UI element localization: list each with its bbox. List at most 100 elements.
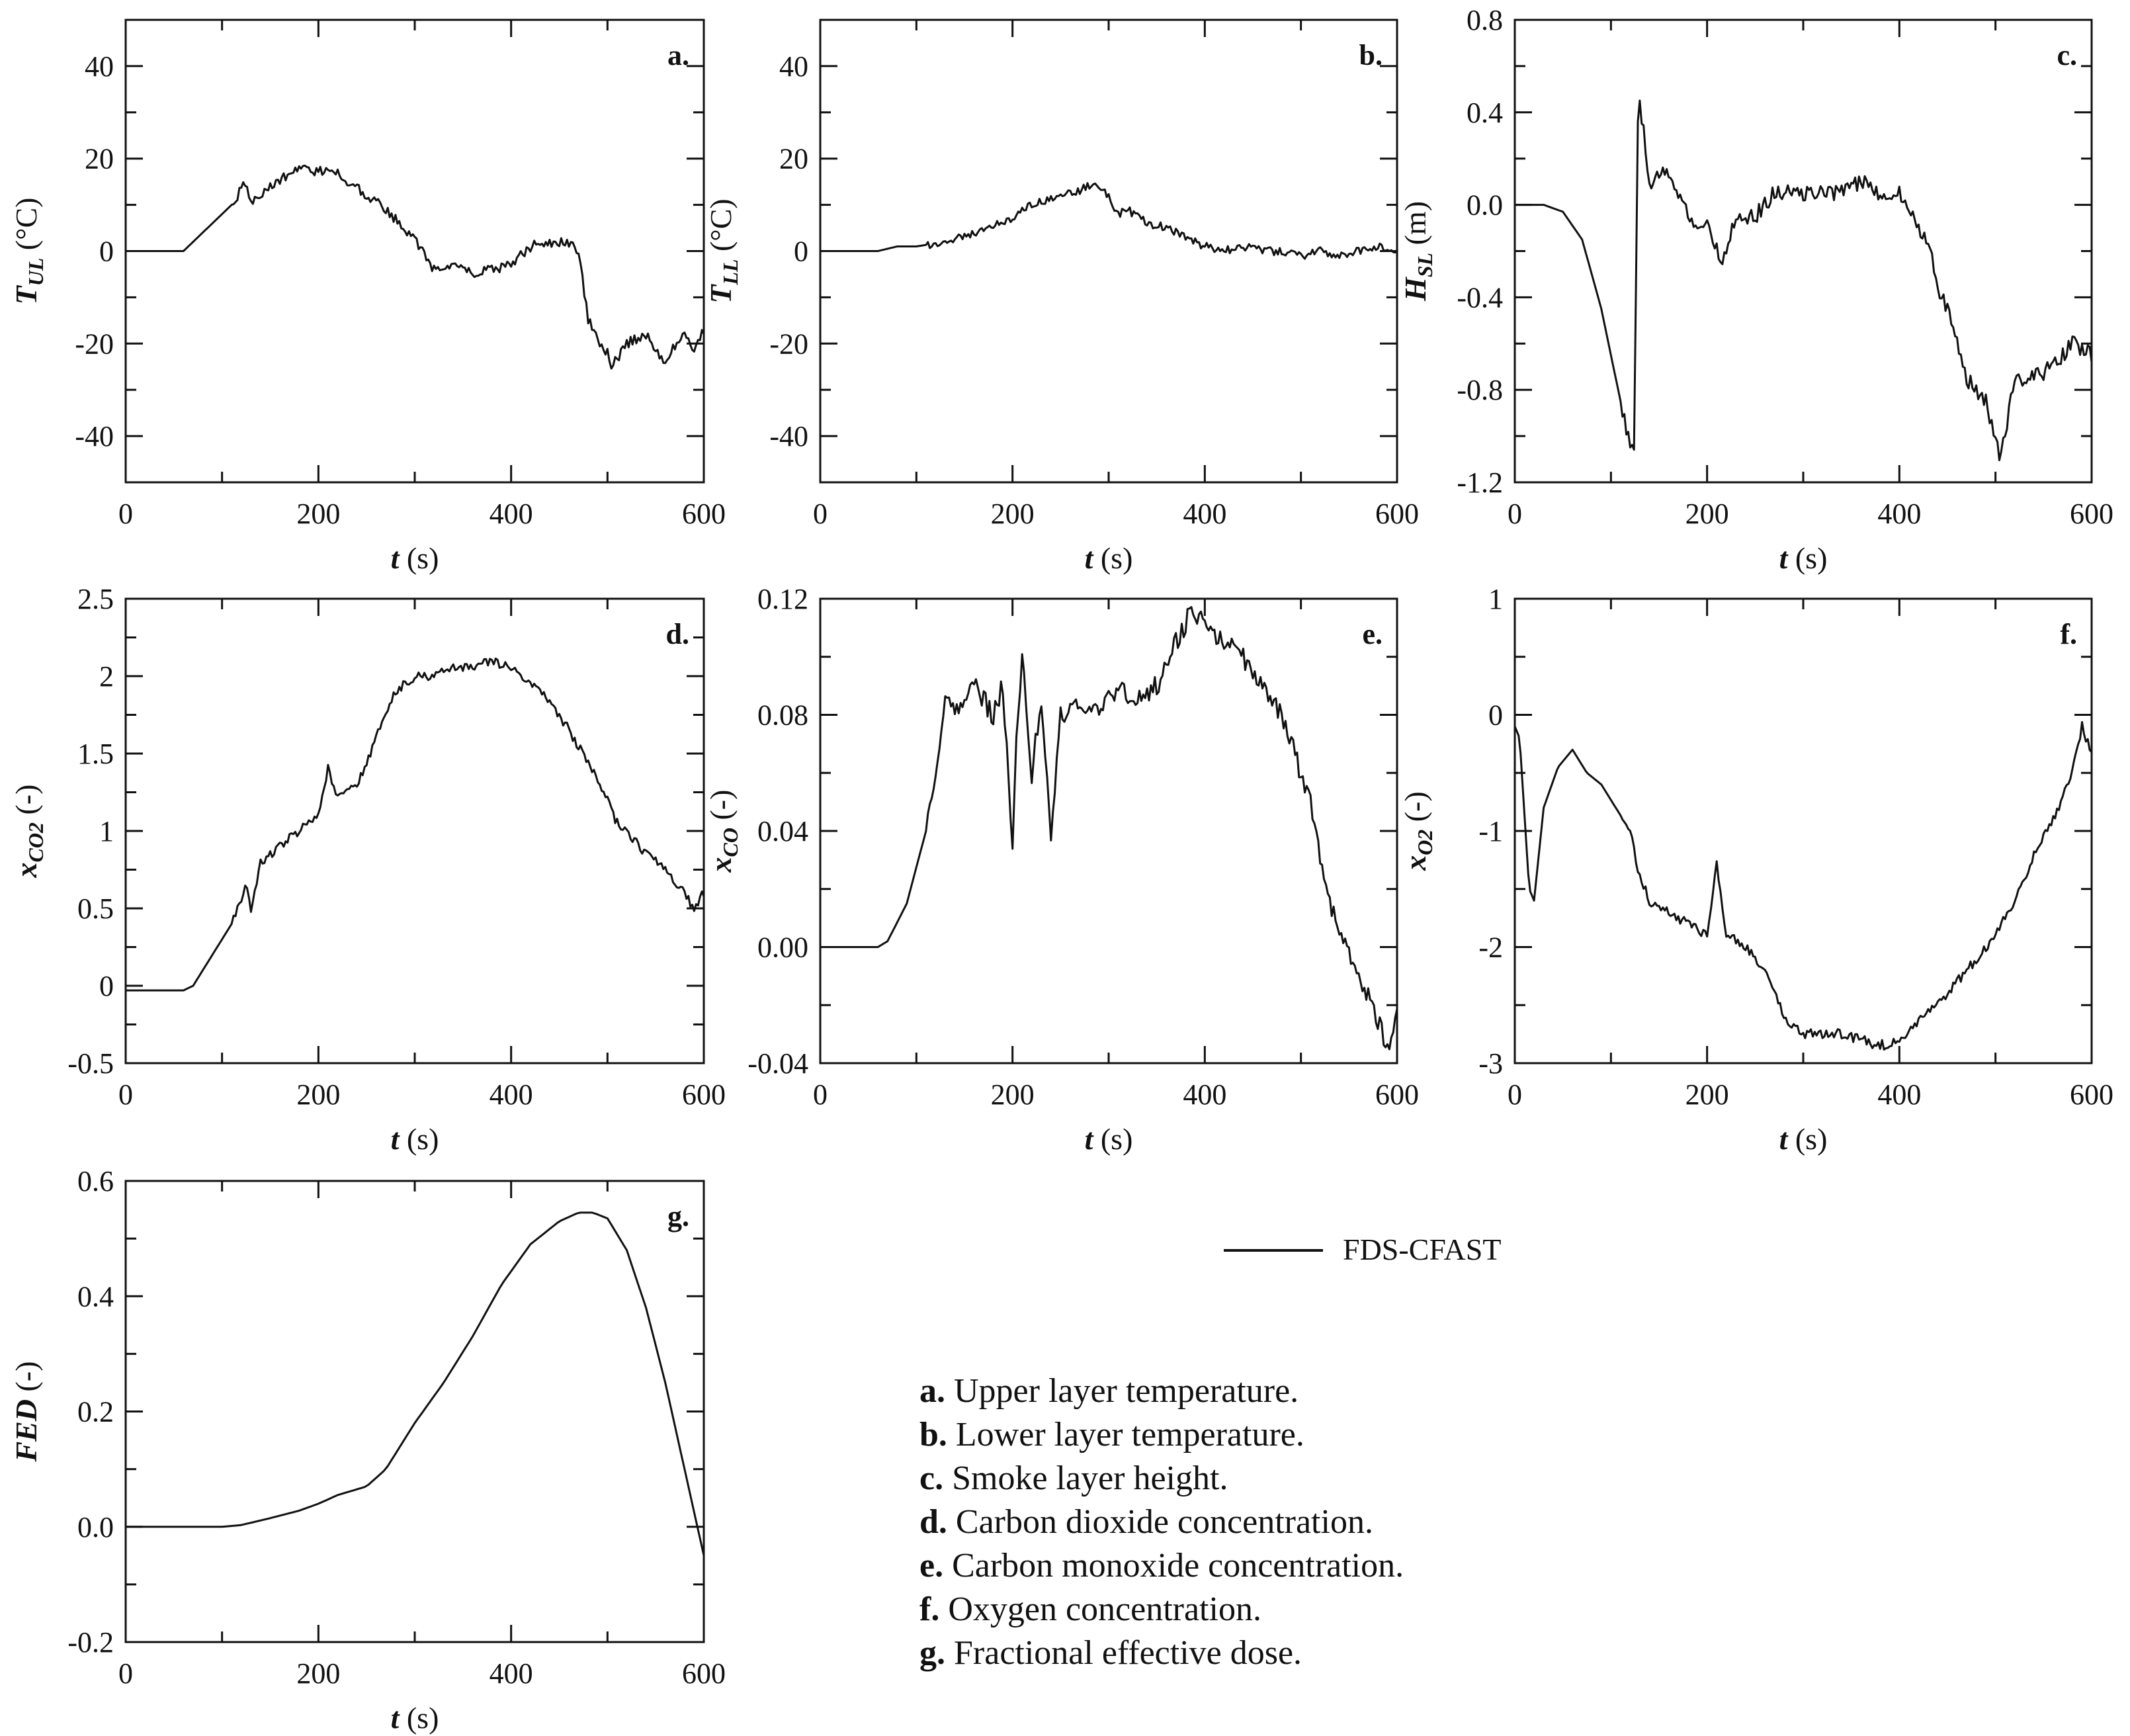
y-axis-unit: (-) (9, 785, 43, 822)
x-tick-label: 400 (1183, 1078, 1226, 1111)
y-axis-subscript: UL (24, 258, 48, 286)
y-tick-label: -2 (1478, 932, 1503, 964)
plot-frame (1513, 19, 2093, 484)
y-tick-label: -1.2 (1457, 466, 1503, 499)
plot-frame (124, 597, 705, 1064)
y-tick-label: 2.5 (77, 583, 114, 615)
x-tick-label: 0 (1508, 498, 1522, 530)
x-tick-label: 600 (1375, 1078, 1419, 1111)
y-axis-symbol: x (704, 857, 738, 873)
y-tick-label: -20 (769, 327, 808, 360)
x-axis-unit: (s) (1787, 541, 1827, 575)
series-line (820, 606, 1398, 1051)
y-tick-label: 1 (1488, 583, 1503, 615)
x-axis-symbol: t (1779, 1122, 1789, 1156)
caption-text: Fractional effective dose. (945, 1634, 1302, 1672)
y-axis-title: xCO (-) (704, 790, 742, 873)
x-axis-symbol: t (1779, 541, 1789, 575)
y-tick-label: 20 (779, 143, 808, 175)
y-tick-label: 0.2 (77, 1396, 114, 1428)
y-axis-unit: (-) (1398, 791, 1432, 829)
x-axis-symbol: t (391, 541, 400, 575)
y-axis-subscript: SL (1413, 253, 1437, 277)
x-tick-label: 600 (682, 1657, 726, 1690)
x-tick-label: 600 (682, 498, 726, 530)
y-tick-label: -0.04 (747, 1047, 808, 1080)
y-tick-label: 0 (794, 236, 808, 268)
y-tick-label: -1 (1478, 815, 1503, 847)
y-tick-label: -0.2 (67, 1626, 114, 1659)
y-axis-unit: (-) (9, 1361, 43, 1399)
y-tick-label: 1 (99, 815, 114, 847)
x-tick-label: 0 (1508, 1078, 1522, 1111)
caption-key: g. (919, 1634, 945, 1672)
y-tick-label: 2 (99, 660, 114, 693)
y-tick-label: -0.8 (1457, 374, 1503, 406)
x-axis-title: t (s) (1085, 1122, 1133, 1156)
panel-label: e. (1362, 618, 1383, 650)
caption-item-a: a. Upper layer temperature. (919, 1369, 1404, 1413)
y-axis-unit: (-) (704, 790, 738, 828)
y-tick-label: 0 (1488, 699, 1503, 732)
panel-label: f. (2060, 618, 2077, 650)
y-tick-label: 40 (85, 50, 114, 83)
y-tick-label: -40 (75, 420, 114, 453)
y-tick-label: 40 (779, 50, 808, 83)
y-axis-title: FED (-) (9, 1361, 43, 1462)
x-tick-label: 400 (1183, 498, 1226, 530)
caption-text: Carbon monoxide concentration. (943, 1547, 1404, 1584)
caption-item-e: e. Carbon monoxide concentration. (919, 1544, 1404, 1588)
y-axis-symbol: H (1398, 277, 1432, 302)
x-axis-symbol: t (1085, 541, 1094, 575)
x-tick-label: 600 (682, 1078, 726, 1111)
x-tick-label: 200 (991, 498, 1035, 530)
y-tick-label: -0.5 (67, 1047, 114, 1080)
caption-text: Carbon dioxide concentration. (947, 1503, 1373, 1541)
y-tick-label: 0.5 (77, 892, 114, 925)
caption-text: Smoke layer height. (943, 1459, 1228, 1497)
x-axis-title: t (s) (1779, 1122, 1828, 1156)
caption: a. Upper layer temperature. b. Lower lay… (919, 1369, 1404, 1675)
x-tick-label: 400 (490, 1657, 533, 1690)
y-tick-label: 0.0 (77, 1511, 114, 1543)
panel-label: b. (1359, 39, 1383, 71)
y-axis-subscript: CO2 (24, 822, 48, 862)
x-axis-unit: (s) (399, 541, 439, 575)
x-tick-label: 400 (1877, 1078, 1921, 1111)
y-axis-title: xCO2 (-) (9, 785, 48, 879)
x-tick-label: 200 (1685, 498, 1729, 530)
x-axis-title: t (s) (1085, 541, 1133, 575)
x-tick-label: 200 (296, 1657, 340, 1690)
x-axis-title: t (s) (391, 1701, 439, 1735)
x-tick-label: 600 (1375, 498, 1419, 530)
y-tick-label: 0.08 (757, 699, 808, 732)
series-line (820, 182, 1398, 260)
y-tick-label: 0.04 (757, 815, 808, 847)
x-axis-symbol: t (1085, 1122, 1094, 1156)
caption-key: d. (919, 1503, 947, 1541)
y-tick-label: 0.0 (1467, 189, 1503, 222)
x-tick-label: 0 (813, 1078, 828, 1111)
plot-frame (1513, 597, 2093, 1064)
legend-line-icon (1224, 1249, 1323, 1252)
caption-item-b: b. Lower layer temperature. (919, 1413, 1404, 1457)
y-axis-title: HSL (m) (1398, 201, 1437, 302)
plot-frame (124, 1180, 705, 1643)
x-tick-label: 200 (296, 1078, 340, 1111)
y-axis-title: xO2 (-) (1398, 791, 1437, 871)
y-axis-symbol: x (1398, 855, 1432, 871)
caption-text: Oxygen concentration. (939, 1590, 1261, 1628)
caption-item-f: f. Oxygen concentration. (919, 1588, 1404, 1631)
y-tick-label: -0.4 (1457, 281, 1503, 314)
y-axis-title: TUL (°C) (9, 198, 48, 305)
y-tick-label: 0.6 (77, 1165, 114, 1197)
x-tick-label: 0 (118, 498, 133, 530)
x-tick-label: 200 (296, 498, 340, 530)
y-tick-label: 0.12 (757, 583, 808, 615)
y-tick-label: -20 (75, 327, 114, 360)
x-axis-symbol: t (391, 1701, 400, 1735)
series-line (126, 1211, 705, 1556)
y-tick-label: 0.4 (1467, 97, 1503, 129)
